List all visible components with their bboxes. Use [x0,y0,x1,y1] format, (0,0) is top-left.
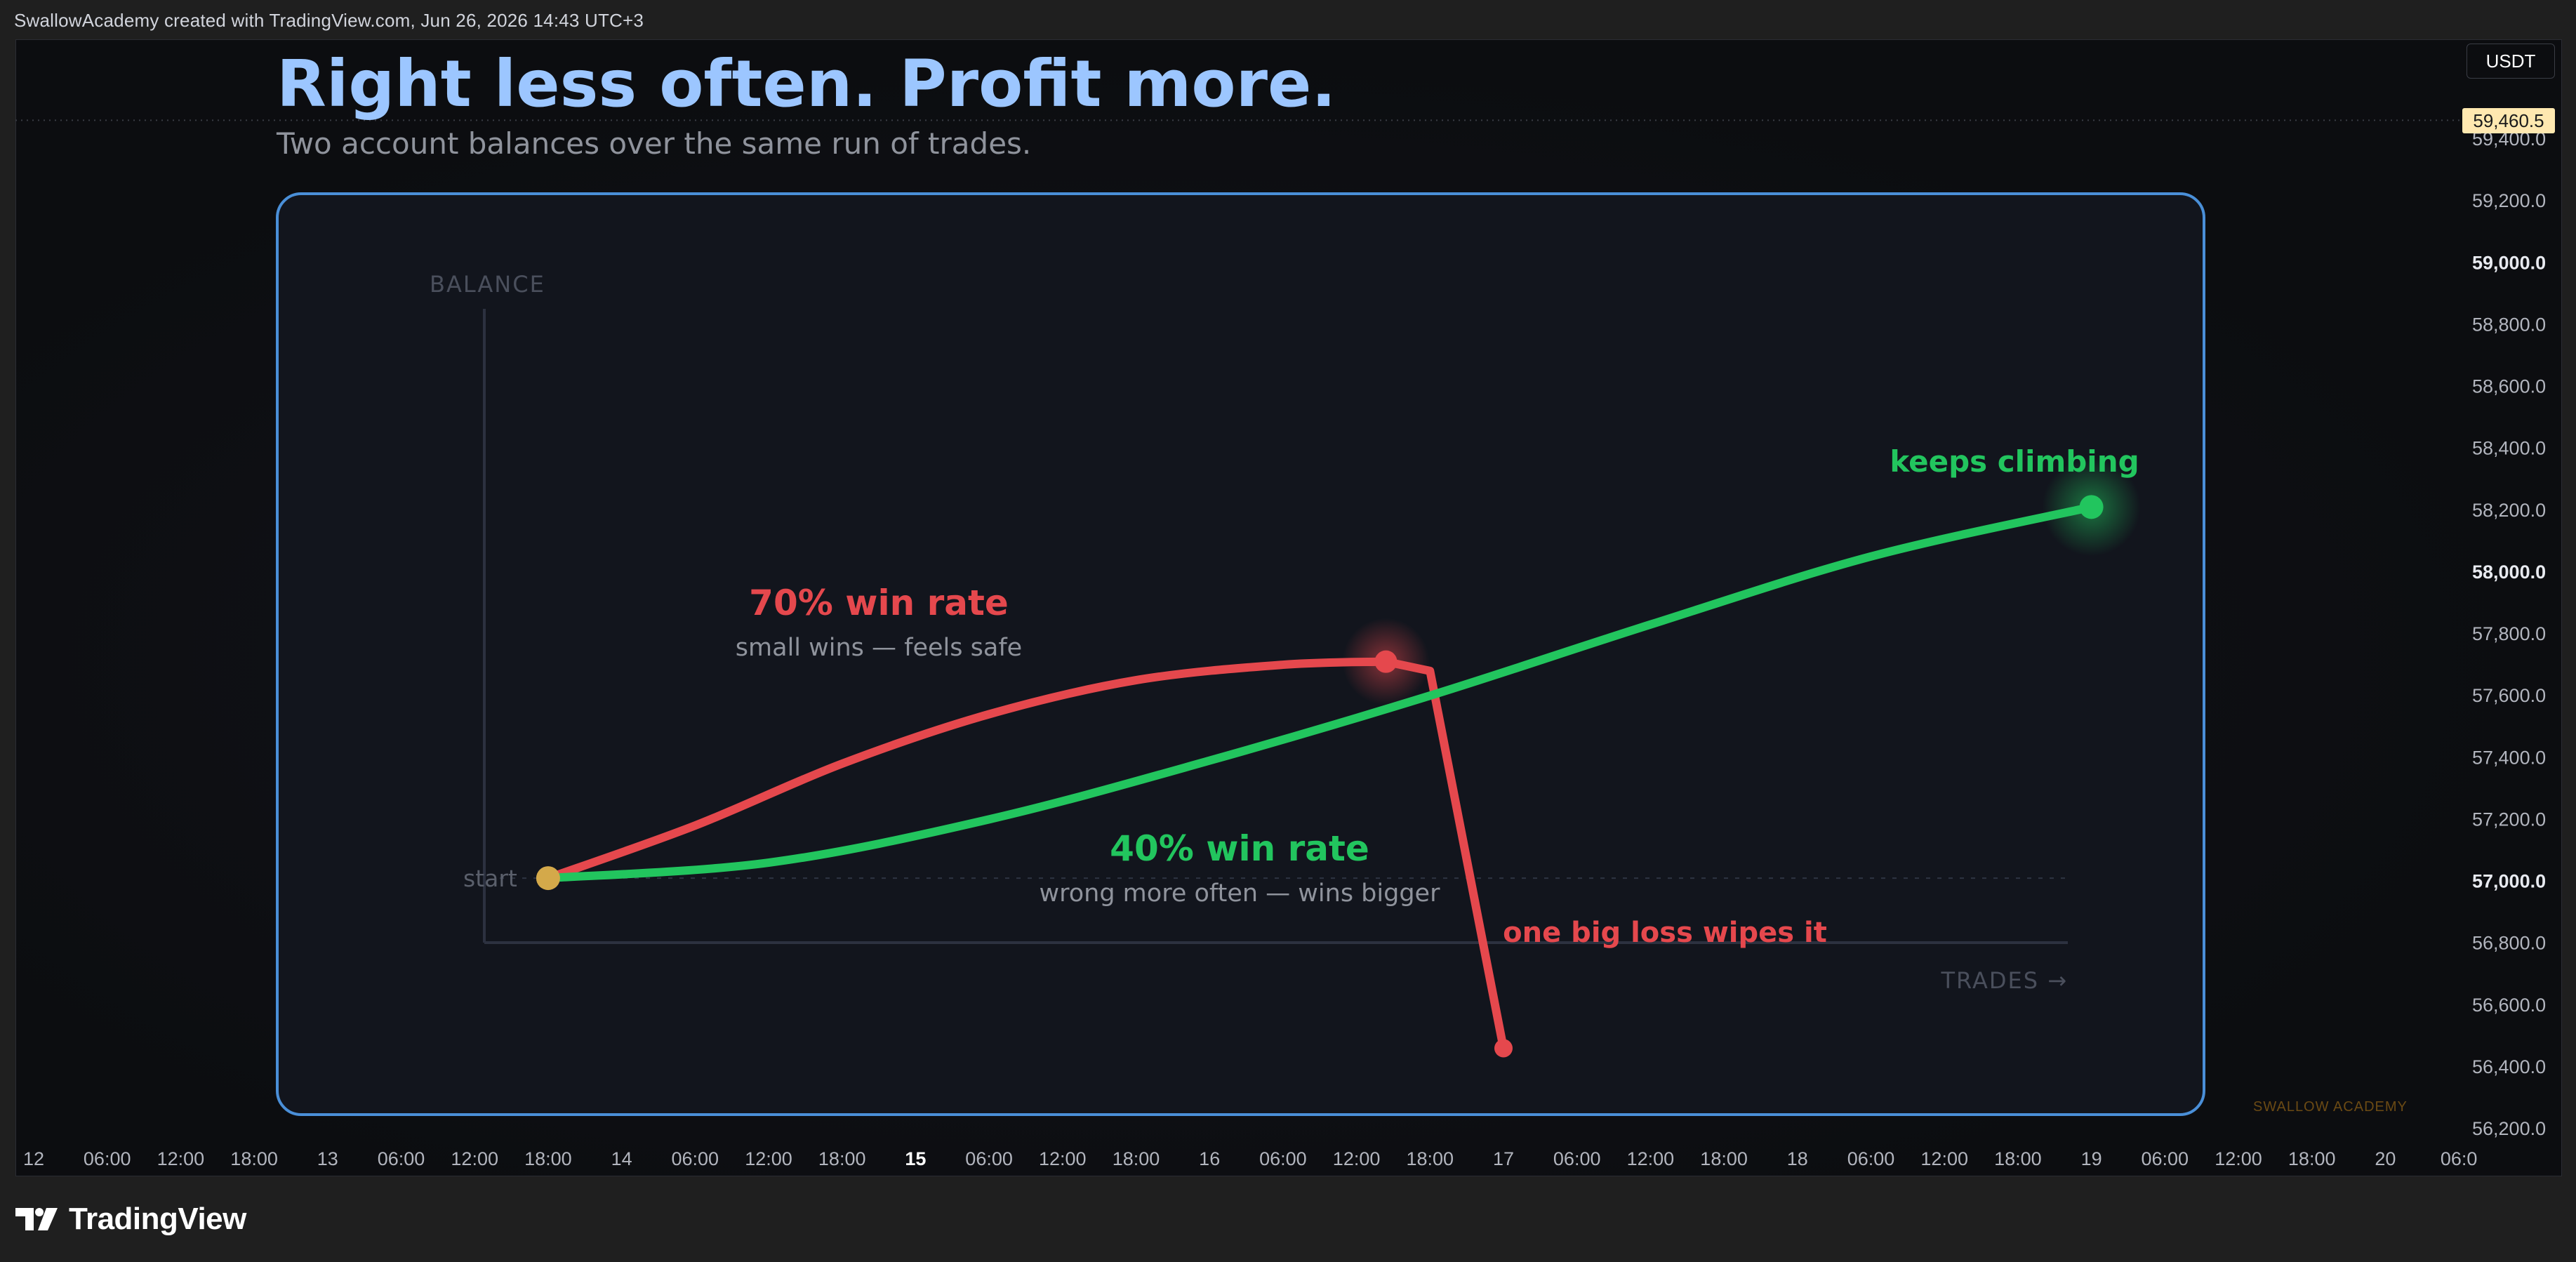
time-axis-label: 12:00 [1627,1148,1675,1169]
red-series-caption: small wins — feels safe [736,634,1022,662]
price-axis-label: 59,200.0 [2472,190,2546,211]
time-axis-label: 17 [1493,1148,1514,1169]
price-axis-label: 57,800.0 [2472,623,2546,644]
last-price-tag: 59,460.5 [2462,108,2555,133]
green-annotation: keeps climbing [1890,444,2139,479]
balance-axis-label: BALANCE [430,271,545,298]
time-axis-label: 06:00 [672,1148,719,1169]
time-axis-label: 20 [2375,1148,2396,1169]
watermark-text: SWALLOW ACADEMY [2253,1099,2408,1115]
price-axis-label: 58,600.0 [2472,376,2546,397]
price-axis-label: 58,200.0 [2472,500,2546,521]
time-axis-label: 18:00 [1407,1148,1454,1169]
time-axis-label: 06:00 [965,1148,1013,1169]
time-axis-label: 06:00 [1553,1148,1601,1169]
time-axis-label: 12:00 [1920,1148,1968,1169]
chart-title: Right less often. Profit more. [277,46,1336,121]
green-series-name: 40% win rate [1110,828,1369,869]
tradingview-logo[interactable]: TradingView [15,1202,246,1237]
price-axis-label: 59,000.0 [2472,252,2546,273]
time-axis-label: 16 [1199,1148,1220,1169]
price-axis-label: 56,800.0 [2472,933,2546,954]
time-axis-label: 12:00 [451,1148,498,1169]
price-axis-label: 57,600.0 [2472,685,2546,706]
time-axis-label: 06:00 [1847,1148,1895,1169]
price-axis-label: 57,000.0 [2472,871,2546,892]
time-axis-label: 18:00 [524,1148,572,1169]
time-axis-label: 06:00 [378,1148,425,1169]
price-axis-label: 57,200.0 [2472,809,2546,830]
price-axis-label: 58,400.0 [2472,438,2546,459]
time-axis-label: 13 [317,1148,338,1169]
time-axis-label: 12:00 [1333,1148,1381,1169]
time-axis-label: 12 [23,1148,44,1169]
time-axis-label: 06:00 [1259,1148,1307,1169]
time-axis-label: 15 [905,1148,926,1169]
red-peak-point [1374,650,1397,673]
price-axis-label: 56,200.0 [2472,1118,2546,1139]
price-axis-label: 56,600.0 [2472,995,2546,1016]
time-axis-label: 18:00 [2288,1148,2336,1169]
start-label: start [463,865,517,892]
red-series-line [543,657,1508,1053]
price-axis-label: 58,000.0 [2472,562,2546,583]
green-end-point [2079,495,2104,519]
price-axis-label: 56,400.0 [2472,1056,2546,1077]
attribution-text: SwallowAcademy created with TradingView.… [14,10,644,31]
time-axis-label: 12:00 [745,1148,792,1169]
tradingview-logo-icon [15,1208,58,1230]
time-axis-label: 06:0 [2441,1148,2478,1169]
time-axis-label: 12:00 [157,1148,205,1169]
red-series-name: 70% win rate [749,583,1009,623]
time-axis-label: 18:00 [230,1148,278,1169]
chart-subtitle: Two account balances over the same run o… [277,126,1032,161]
brand-name: TradingView [69,1202,246,1236]
time-axis-label: 14 [611,1148,632,1169]
time-axis-label: 18:00 [1700,1148,1748,1169]
currency-button[interactable]: USDT [2467,44,2555,79]
time-axis-label: 18:00 [1994,1148,2042,1169]
time-axis-label: 18 [1787,1148,1808,1169]
time-axis-label: 12:00 [1039,1148,1087,1169]
time-axis-label: 06:00 [84,1148,131,1169]
price-axis-label: 58,800.0 [2472,314,2546,335]
green-series-caption: wrong more often — wins bigger [1040,879,1441,908]
red-end-point [1494,1039,1513,1058]
time-axis-label: 18:00 [1113,1148,1160,1169]
time-axis-label: 19 [2081,1148,2102,1169]
top-bar: SwallowAcademy created with TradingView.… [0,0,2576,39]
start-point [536,866,560,891]
time-axis-label: 06:00 [2142,1148,2189,1169]
green-series-line [543,503,2096,883]
price-axis-label: 57,400.0 [2472,747,2546,768]
time-axis-label: 18:00 [818,1148,866,1169]
red-annotation: one big loss wipes it [1503,917,1827,949]
trades-axis-label: TRADES → [1940,967,2068,994]
time-axis-label: 12:00 [2215,1148,2262,1169]
bottom-bar [0,1176,2576,1262]
annotation-frame [276,192,2205,1116]
